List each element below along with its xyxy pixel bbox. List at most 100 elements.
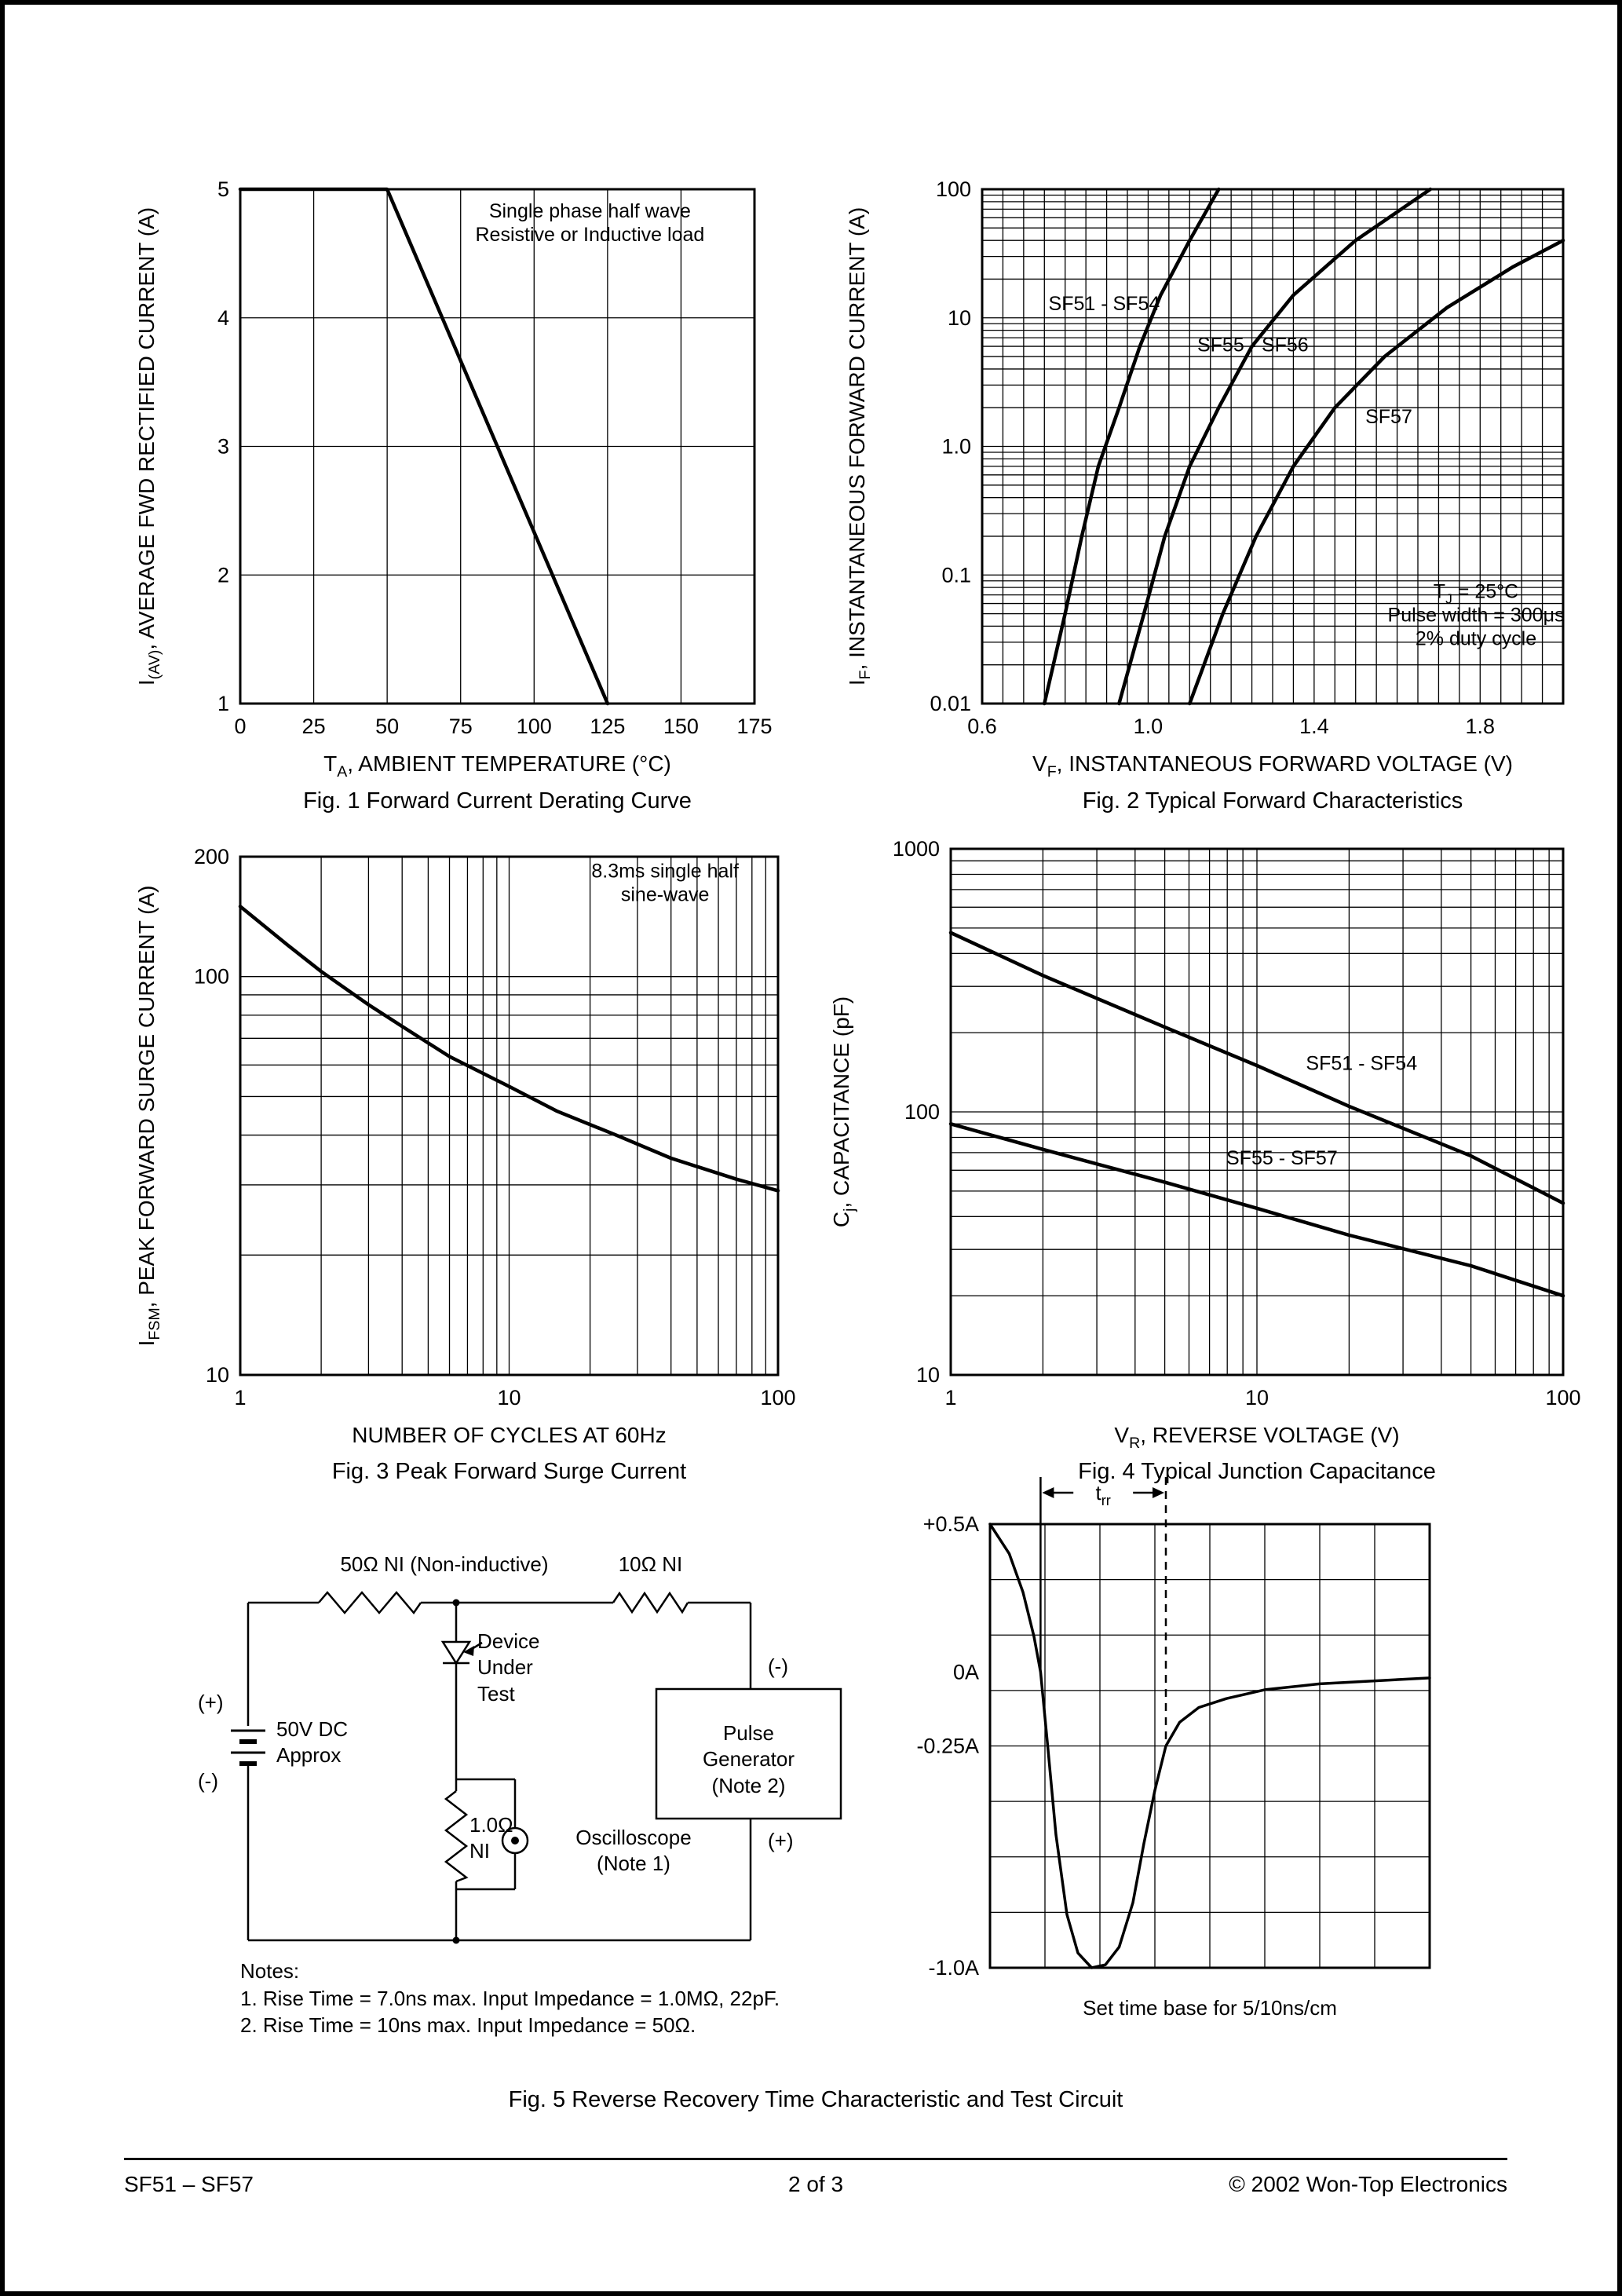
plus-left-label: (+): [198, 1691, 224, 1714]
fig5-wave-chart: +0.5A 0A -0.25A -1.0A trr: [916, 1477, 1431, 1980]
svg-text:10: 10: [206, 1363, 229, 1387]
svg-text:0.1: 0.1: [941, 563, 971, 587]
svg-text:SF51 - SF54: SF51 - SF54: [1049, 293, 1160, 315]
svg-text:SF51 - SF54: SF51 - SF54: [1306, 1052, 1417, 1074]
fig1-caption: Fig. 1 Forward Current Derating Curve: [303, 788, 692, 813]
svg-text:Resistive or Inductive load: Resistive or Inductive load: [475, 224, 704, 246]
svg-text:100: 100: [1545, 1386, 1580, 1409]
svg-text:SF55 - SF57: SF55 - SF57: [1226, 1147, 1338, 1169]
pulse-generator-label: Pulse Generator (Note 2): [702, 1721, 795, 1797]
battery-label: 50V DC Approx: [276, 1717, 349, 1768]
dut-label: Device Under Test: [477, 1629, 540, 1706]
footer-rule: [124, 2158, 1507, 2160]
svg-text:0: 0: [234, 715, 246, 738]
svg-text:1.0: 1.0: [1134, 715, 1164, 738]
resistor-10ohm-label: 10Ω NI: [618, 1552, 683, 1576]
svg-text:10: 10: [916, 1363, 940, 1387]
svg-text:200: 200: [194, 845, 229, 868]
svg-text:150: 150: [663, 715, 699, 738]
fig1-chart: 0 25 50 75 100 125 150 175 5 4 3 2 1 TA, AMBIENT TEMP…: [134, 177, 773, 781]
junction-dot-top: [452, 1599, 460, 1607]
svg-text:IFSM, PEAK FORWARD SURGE CURRE: IFSM, PEAK FORWARD SURGE CURRENT (A): [134, 886, 163, 1347]
svg-text:-0.25A: -0.25A: [916, 1735, 979, 1758]
timebase-note: Set time base for 5/10ns/cm: [1083, 1996, 1337, 2020]
shunt-resistor-symbol: [444, 1790, 469, 1883]
svg-text:175: 175: [736, 715, 772, 738]
diode-symbol: [440, 1640, 472, 1665]
footer-page-number: 2 of 3: [787, 2172, 844, 2196]
svg-text:75: 75: [449, 715, 473, 738]
svg-text:SF55 - SF56: SF55 - SF56: [1197, 334, 1309, 356]
svg-text:1.0: 1.0: [941, 435, 971, 459]
svg-text:3: 3: [217, 435, 229, 459]
fig4-caption: Fig. 4 Typical Junction Capacitance: [1078, 1459, 1436, 1484]
svg-text:10: 10: [948, 306, 971, 330]
notes-title: Notes:: [240, 1959, 300, 1983]
svg-text:1: 1: [944, 1386, 956, 1409]
fig5-test-circuit: [231, 1591, 842, 1944]
minus-left-label: (-): [198, 1769, 218, 1793]
oscilloscope-label: Oscilloscope (Note 1): [575, 1826, 692, 1876]
svg-text:1000: 1000: [893, 837, 940, 861]
svg-text:125: 125: [590, 715, 625, 738]
pulse-generator-box: [655, 1687, 842, 1820]
shunt-resistor-label: 1.0Ω NI: [469, 1813, 513, 1863]
plus-right-label: (+): [768, 1829, 794, 1852]
svg-text:25: 25: [302, 715, 326, 738]
svg-text:I(AV), AVERAGE FWD RECTIFIED C: I(AV), AVERAGE FWD RECTIFIED CURRENT (A): [134, 207, 163, 686]
svg-text:100: 100: [517, 715, 552, 738]
svg-text:4: 4: [217, 306, 229, 330]
svg-text:50: 50: [375, 715, 399, 738]
svg-text:trr: trr: [1096, 1481, 1111, 1508]
svg-text:5: 5: [217, 177, 229, 201]
svg-text:TJ = 25°C: TJ = 25°C: [1434, 581, 1518, 607]
svg-text:-1.0A: -1.0A: [928, 1956, 979, 1980]
svg-text:VF, INSTANTANEOUS FORWARD VOLT: VF, INSTANTANEOUS FORWARD VOLTAGE (V): [1032, 751, 1513, 781]
resistor-50ohm-symbol: [318, 1591, 422, 1615]
svg-text:8.3ms single half: 8.3ms single half: [591, 860, 739, 882]
footer-copyright: © 2002 Won-Top Electronics: [1229, 2172, 1507, 2196]
svg-text:+0.5A: +0.5A: [923, 1512, 979, 1536]
svg-text:Single phase half wave: Single phase half wave: [489, 200, 691, 222]
svg-text:10: 10: [1245, 1386, 1269, 1409]
resistor-10ohm-symbol: [612, 1591, 689, 1614]
dut-arrow-head: [463, 1646, 474, 1656]
svg-text:100: 100: [904, 1100, 940, 1124]
svg-text:Cj, CAPACITANCE (pF): Cj, CAPACITANCE (pF): [829, 996, 858, 1227]
svg-text:NUMBER OF CYCLES AT 60Hz: NUMBER OF CYCLES AT 60Hz: [352, 1423, 666, 1447]
svg-text:100: 100: [194, 965, 229, 989]
svg-text:Pulse width = 300μs: Pulse width = 300μs: [1388, 605, 1565, 627]
svg-text:0.01: 0.01: [930, 692, 971, 715]
fig5-caption: Fig. 5 Reverse Recovery Time Characteris…: [508, 2087, 1123, 2112]
note-2: 2. Rise Time = 10ns max. Input Impedance…: [240, 2013, 696, 2037]
svg-text:2% duty cycle: 2% duty cycle: [1416, 628, 1536, 650]
svg-text:sine-wave: sine-wave: [621, 883, 710, 905]
svg-text:100: 100: [936, 177, 971, 201]
battery-symbol: [231, 1729, 265, 1766]
minus-right-label: (-): [768, 1654, 788, 1678]
svg-text:2: 2: [217, 563, 229, 587]
svg-text:0.6: 0.6: [967, 715, 997, 738]
svg-text:1: 1: [217, 692, 229, 715]
fig2-chart: 0.6 1.0 1.4 1.8 100 10 1.0 0.1 0.01 VF, INSTANTAN…: [845, 177, 1565, 781]
svg-text:VR, REVERSE VOLTAGE (V): VR, REVERSE VOLTAGE (V): [1114, 1423, 1399, 1452]
svg-text:1.4: 1.4: [1299, 715, 1329, 738]
svg-text:10: 10: [497, 1386, 521, 1409]
svg-text:SF57: SF57: [1365, 406, 1412, 428]
svg-text:IF, INSTANTANEOUS FORWARD CURR: IF, INSTANTANEOUS FORWARD CURRENT (A): [845, 207, 874, 686]
svg-text:1.8: 1.8: [1466, 715, 1496, 738]
svg-text:1: 1: [234, 1386, 246, 1409]
fig2-caption: Fig. 2 Typical Forward Characteristics: [1082, 788, 1463, 813]
footer-part-number: SF51 – SF57: [124, 2172, 254, 2196]
oscilloscope-dot: [511, 1837, 519, 1844]
svg-text:100: 100: [760, 1386, 795, 1409]
circuit-wires: [247, 1601, 752, 1942]
fig3-caption: Fig. 3 Peak Forward Surge Current: [331, 1459, 687, 1484]
resistor-50ohm-label: 50Ω NI (Non-inductive): [340, 1552, 549, 1576]
svg-text:0A: 0A: [953, 1660, 979, 1684]
note-1: 1. Rise Time = 7.0ns max. Input Impedanc…: [240, 1987, 780, 2010]
junction-dot-bottom: [452, 1936, 460, 1944]
